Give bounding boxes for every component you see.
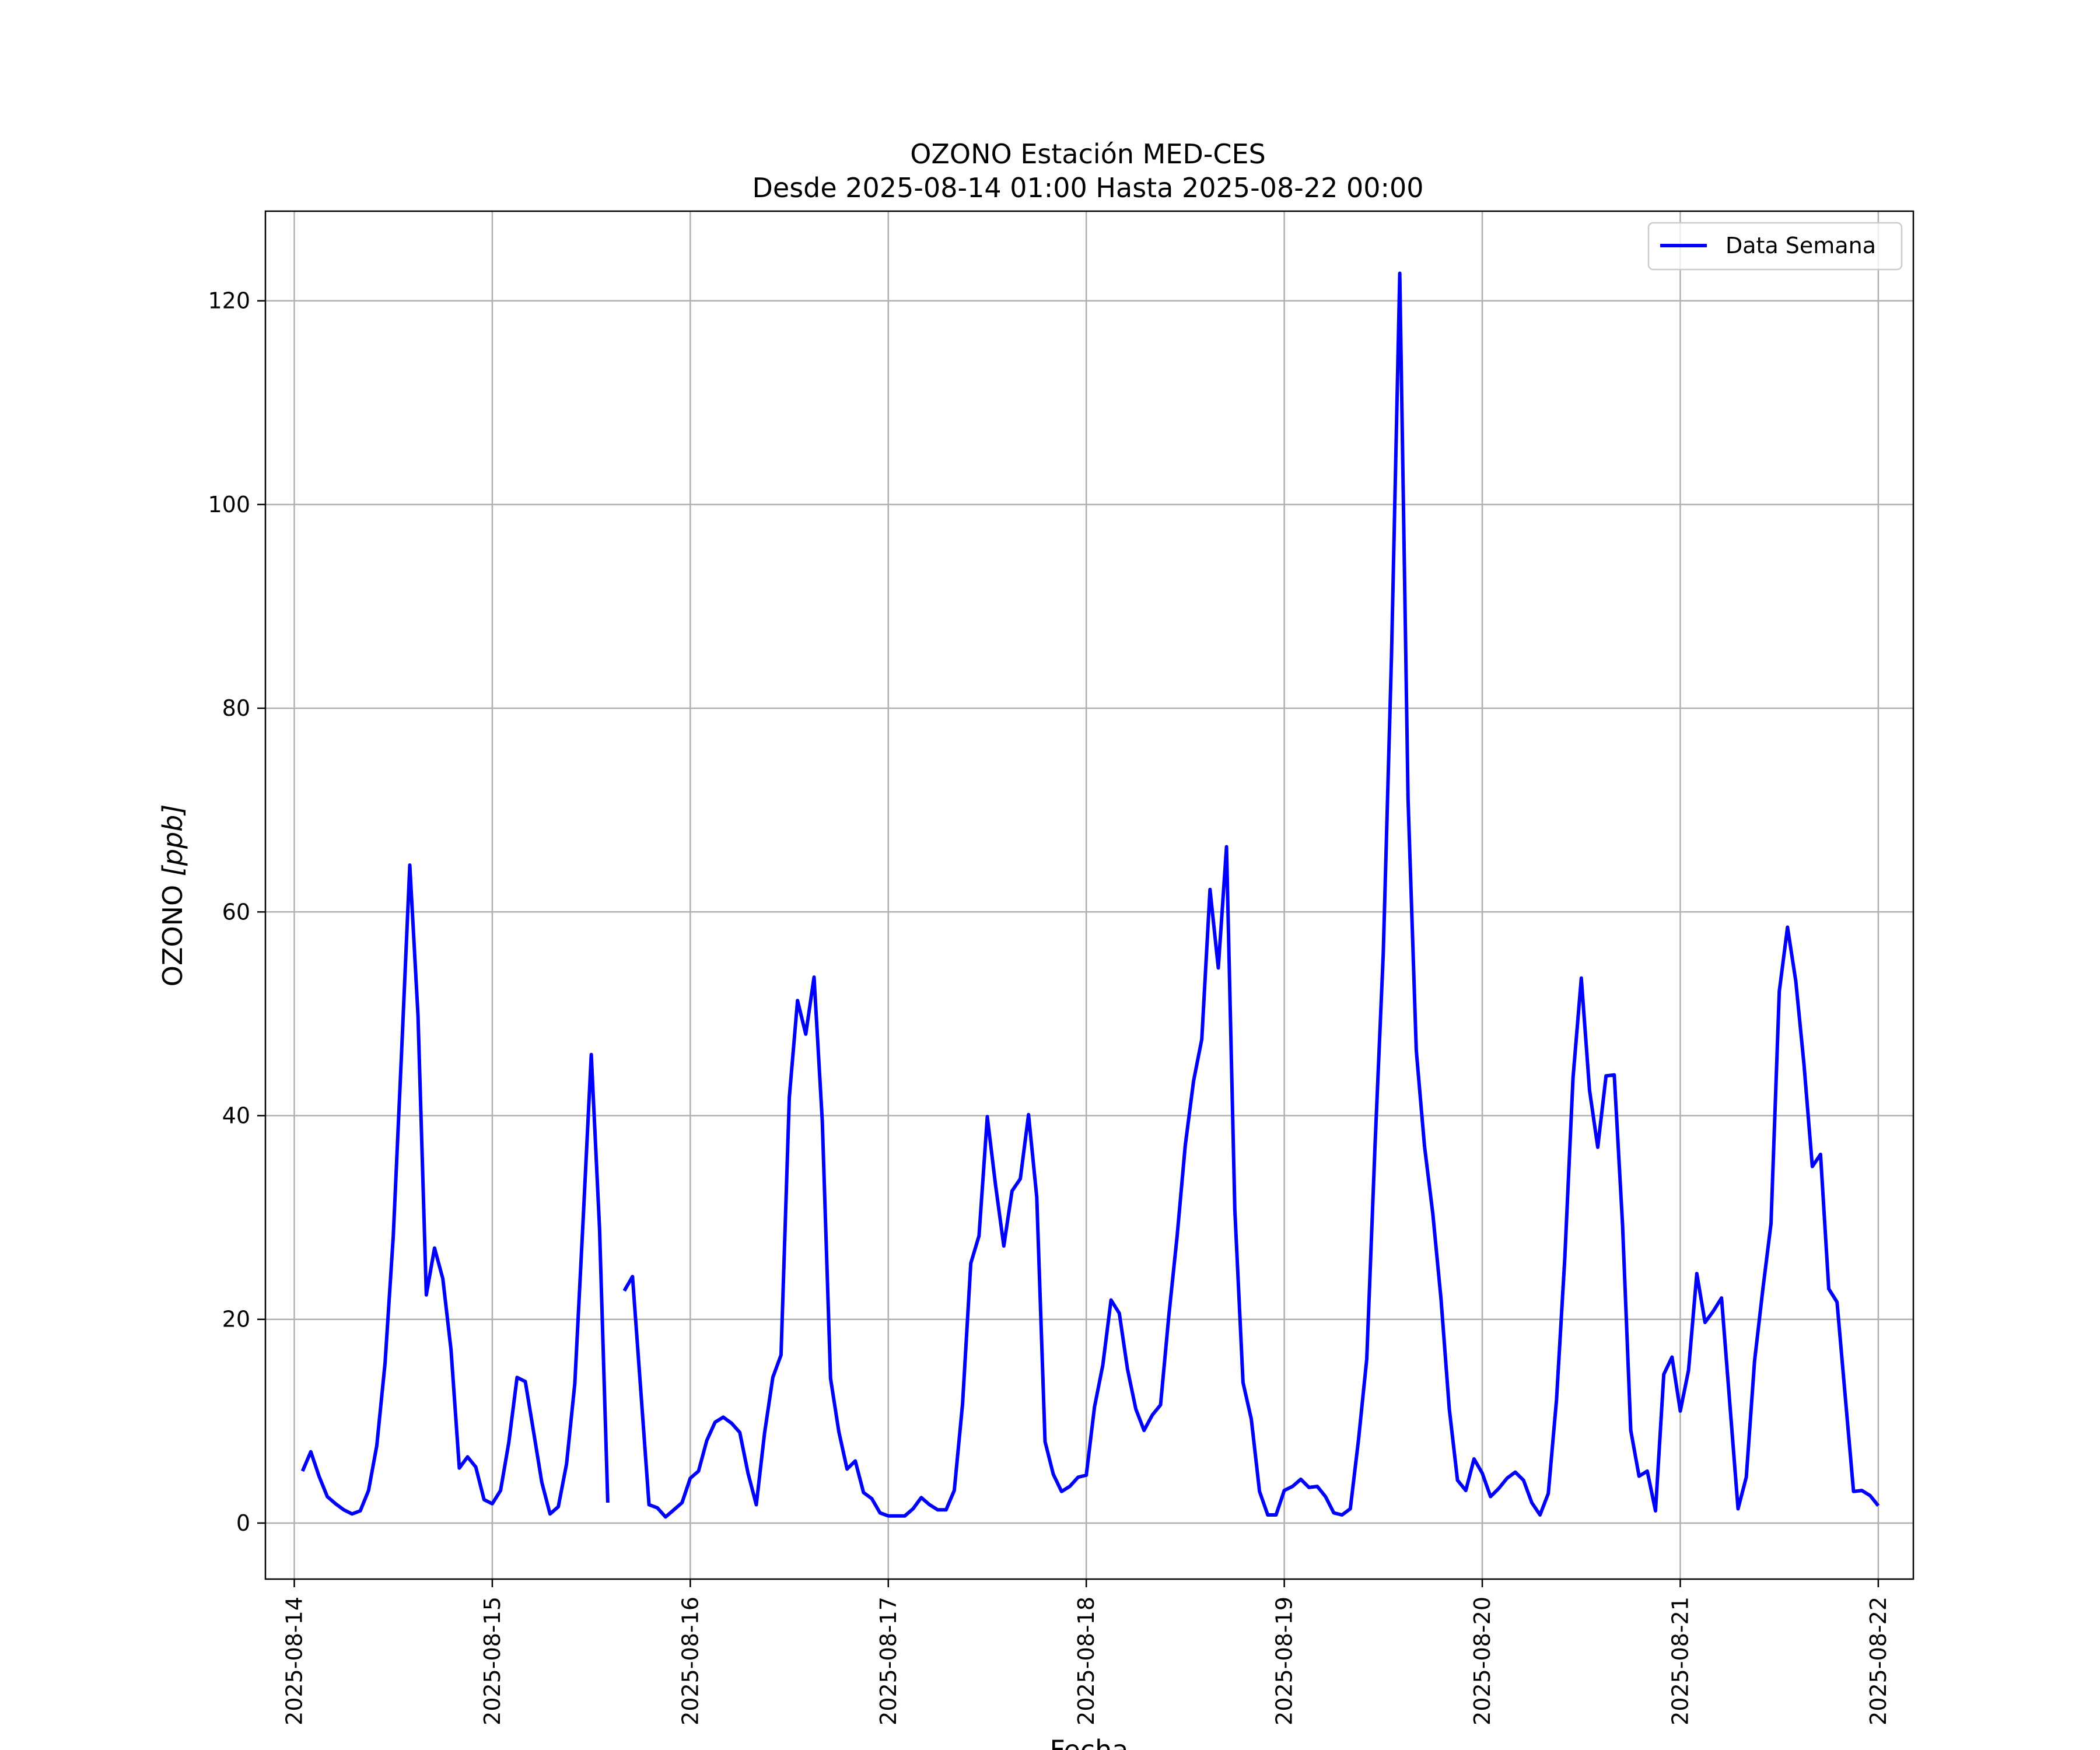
x-tick-label: 2025-08-15 (480, 1597, 505, 1726)
x-tick-label: 2025-08-18 (1073, 1597, 1099, 1726)
legend: Data Semana (1647, 222, 1903, 271)
series-line (300, 271, 1880, 1519)
y-tick-label: 0 (236, 1510, 250, 1536)
x-axis-label: Fecha (1050, 1734, 1129, 1750)
x-tick-label: 2025-08-19 (1272, 1597, 1297, 1726)
y-axis-label: OZONO [ppb] (157, 804, 188, 987)
legend-label: Data Semana (1726, 233, 1876, 258)
legend-box (1647, 222, 1903, 271)
chart-title: OZONO Estación MED-CES (910, 138, 1266, 170)
chart-subtitle: Desde 2025-08-14 01:00 Hasta 2025-08-22 … (752, 172, 1423, 204)
y-axis-label-unit: [ppb] (157, 804, 188, 877)
series-layer (300, 271, 1880, 1519)
grid (265, 211, 1913, 1579)
y-tick-label: 40 (222, 1103, 250, 1129)
x-tick-label: 2025-08-20 (1469, 1597, 1495, 1726)
x-axis: 2025-08-14 2025-08-15 2025-08-16 2025-08-17… (281, 1579, 1891, 1726)
y-tick-label: 60 (222, 899, 250, 925)
x-tick-label: 2025-08-21 (1667, 1597, 1693, 1726)
y-tick-label: 20 (222, 1307, 250, 1332)
y-axis-label-main: OZONO (157, 876, 188, 986)
x-tick-label: 2025-08-22 (1866, 1597, 1891, 1726)
y-axis: 0 20 40 60 80 100 120 (208, 288, 265, 1536)
y-tick-label: 80 (222, 695, 250, 721)
x-tick-label: 2025-08-14 (281, 1597, 307, 1726)
plot-frame (264, 210, 1915, 1580)
x-tick-label: 2025-08-16 (677, 1597, 703, 1726)
y-tick-label: 120 (208, 288, 250, 314)
x-tick-label: 2025-08-17 (876, 1597, 901, 1726)
y-tick-label: 100 (208, 492, 250, 517)
